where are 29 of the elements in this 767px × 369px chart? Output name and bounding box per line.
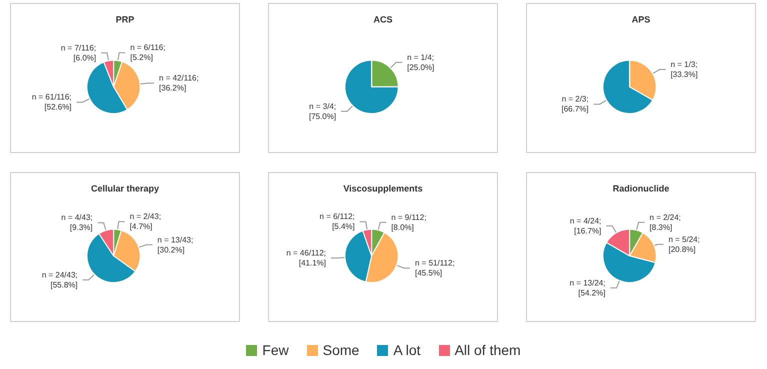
data-label: n = 2/3; [66.7%] [561, 94, 589, 114]
chart-title: PRP [116, 14, 134, 24]
chart-title: Radionuclide [612, 184, 670, 194]
data-label: n = 61/116; [52.6%] [32, 92, 72, 112]
legend-label: Some [322, 342, 360, 358]
data-label: n = 6/116; [5.2%] [130, 43, 166, 62]
data-label: n = 6/112; [5.4%] [320, 212, 355, 232]
data-label: n = 1/3; [33.3%] [670, 60, 698, 80]
data-label: n = 1/4; [25.0%] [407, 52, 434, 72]
data-label: n = 42/116; [36.2%] [159, 74, 199, 93]
chart-title: Cellular therapy [90, 184, 160, 194]
data-label: n = 2/43; [4.7%] [130, 212, 162, 232]
chart-title: APS [632, 14, 650, 24]
data-label: n = 4/24; [16.7%] [570, 216, 602, 236]
data-label: n = 5/24; [20.8%] [668, 234, 700, 254]
data-label: n = 3/4; [75.0%] [308, 102, 336, 121]
chart-title: Viscosupplements [343, 184, 423, 194]
data-label: n = 4/43; [9.3%] [61, 213, 93, 232]
data-label: n = 13/24; [54.2%] [570, 278, 606, 298]
data-label: n = 46/112; [41.1%] [286, 248, 326, 268]
data-label: n = 24/43; [55.8%] [42, 270, 78, 290]
legend-label: A lot [393, 342, 421, 358]
legend-label: Few [262, 342, 289, 358]
legend-label: All of them [454, 342, 521, 358]
data-label: n = 9/112; [8.0%] [391, 212, 426, 232]
data-label: n = 13/43; [30.2%] [157, 235, 194, 254]
data-label: n = 51/112; [45.5%] [415, 258, 455, 278]
chart-title: ACS [373, 14, 393, 24]
data-label: n = 7/116; [6.0%] [60, 43, 96, 62]
